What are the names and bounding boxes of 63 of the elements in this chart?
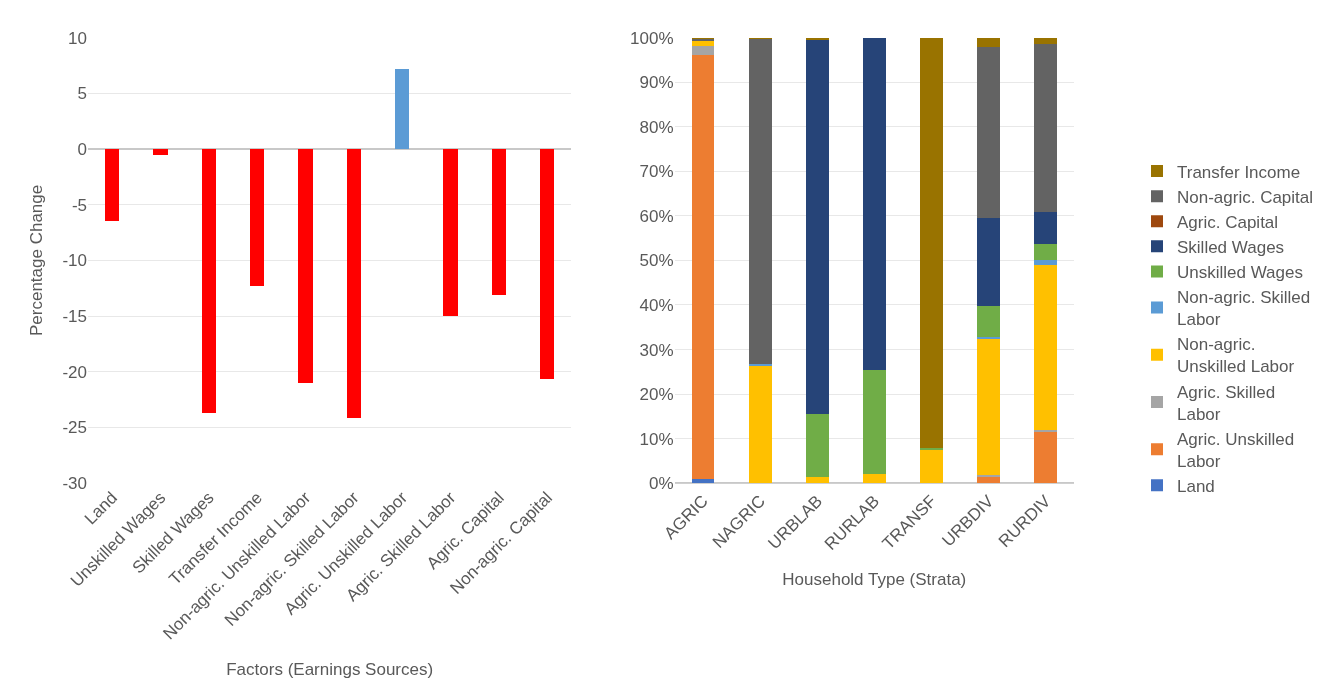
bar [748,363,772,367]
bar [805,37,829,40]
y-tick-label: 10% [639,429,674,449]
y-tick-label: 0 [77,139,87,159]
y-tick-label: 50% [639,251,674,271]
y-tick-label: 70% [639,162,674,182]
bar [977,37,1000,47]
legend-label: Non-agric. Capital [1177,187,1314,207]
y-tick-label: -20 [62,362,87,382]
bar [919,37,943,449]
y-tick-label: -15 [62,307,87,327]
y-tick-label: 0% [648,474,674,494]
legend-label: Unskilled Wages [1177,263,1303,283]
bar [1034,212,1057,244]
bar [977,218,1000,306]
bar [1034,264,1057,430]
bar [748,366,772,484]
legend-label: Agric. Skilled Labor [1177,382,1276,424]
legend-label: Skilled Wages [1177,237,1285,257]
y-tick-label: -5 [71,195,87,215]
bar [919,449,943,484]
bar [1034,429,1057,432]
bar [1034,37,1057,45]
x-axis-title: Factors (Earnings Sources) [226,659,434,679]
bar [805,414,829,477]
bar [977,339,1000,476]
bar [862,474,886,484]
bar [691,55,715,479]
bar [919,447,943,450]
y-tick-label: 90% [639,73,674,93]
bar [977,305,1000,338]
bar [862,369,886,475]
legend-label: Non-agric. Unskilled Labor [1177,335,1295,377]
y-tick-label: 30% [639,340,674,360]
y-tick-label: 40% [639,295,674,315]
y-tick-label: 20% [639,385,674,405]
y-tick-label: 5 [77,84,87,104]
bar [691,46,715,56]
y-tick-label: 10 [68,28,87,48]
bar [805,476,829,484]
y-tick-label: 100% [630,28,674,48]
y-tick-label: -30 [62,474,87,494]
legend-label: Non-agric. Skilled Labor [1177,288,1311,330]
bar [1034,431,1057,484]
bar [1034,260,1057,265]
x-axis-title: Household Type (Strata) [782,570,967,590]
bar [1034,243,1057,261]
bar [977,474,1000,477]
y-tick-label: -10 [62,251,87,271]
y-tick-label: 60% [639,206,674,226]
bar [1034,44,1057,213]
bar [862,37,886,370]
bar [748,38,772,364]
legend-label: Transfer Income [1177,162,1301,182]
bar [977,46,1000,219]
y-tick-label: 80% [639,117,674,137]
bar [977,337,1000,340]
bar [977,476,1000,484]
bar [805,39,829,415]
y-tick-label: -25 [62,418,87,438]
y-axis-title: Percentage Change [26,184,46,337]
legend-label: Agric. Unskilled Labor [1177,429,1295,471]
legend-label: Agric. Capital [1177,212,1279,232]
